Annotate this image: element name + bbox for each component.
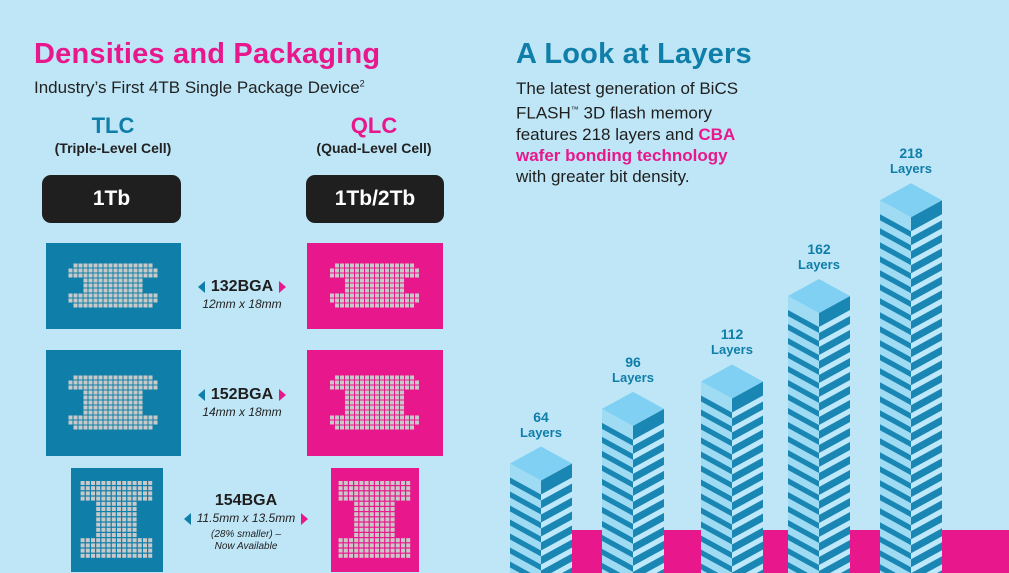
package-label-154bga: 154BGA 11.5mm x 13.5mm (28% smaller) – No… <box>166 492 326 553</box>
tower-label-96: 96 Layers <box>593 354 673 386</box>
tlc-name: TLC <box>91 113 135 138</box>
tower-112-layers <box>701 364 763 573</box>
tower-label-number: 162 <box>807 240 831 257</box>
arrow-right-icon <box>279 388 287 401</box>
tower-label-text: Layers <box>520 424 562 440</box>
tower-label-number: 218 <box>899 145 923 162</box>
arrow-left-icon <box>197 280 205 293</box>
qlc-full-name: (Quad-Level Cell) <box>316 140 432 156</box>
tower-label-112: 112 Layers <box>692 326 772 358</box>
tlc-full-name: (Triple-Level Cell) <box>54 140 172 156</box>
tower-label-number: 64 <box>533 408 549 425</box>
tower-label-text: Layers <box>612 369 654 385</box>
qlc-name: QLC <box>350 113 398 138</box>
tower-label-number: 112 <box>720 326 744 343</box>
tlc-152bga-chip-icon <box>46 350 181 456</box>
qlc-152bga-chip-icon <box>307 350 443 456</box>
tower-label-number: 96 <box>625 353 641 370</box>
layers-title: A Look at Layers <box>516 38 752 70</box>
tower-label-text: Layers <box>798 256 840 272</box>
qlc-density-badge: 1Tb/2Tb <box>306 175 444 223</box>
tlc-density-badge: 1Tb <box>42 175 181 223</box>
package-label-152bga: 152BGA 14mm x 18mm <box>172 386 312 419</box>
tower-label-218: 218 Layers <box>871 145 951 177</box>
densities-title: Densities and Packaging <box>34 38 381 70</box>
tower-162-layers <box>788 278 850 573</box>
package-note: (28% smaller) – Now Available <box>210 529 282 552</box>
subtitle-text: Industry’s First 4TB Single Package Devi… <box>34 78 360 97</box>
arrow-left-icon <box>197 388 205 401</box>
tower-96-layers <box>602 391 664 573</box>
tower-label-text: Layers <box>890 161 932 177</box>
package-name: 132BGA <box>172 278 312 296</box>
subtitle: Industry’s First 4TB Single Package Devi… <box>34 78 365 98</box>
tower-label-text: Layers <box>711 342 753 358</box>
arrow-right-icon <box>279 280 287 293</box>
tlc-132bga-chip-icon <box>46 243 181 329</box>
qlc-heading: QLC (Quad-Level Cell) <box>296 113 452 156</box>
package-label-132bga: 132BGA 12mm x 18mm <box>172 278 312 311</box>
subtitle-footnote: 2 <box>359 78 365 89</box>
package-dims: 12mm x 18mm <box>202 297 282 311</box>
arrow-left-icon <box>183 512 191 525</box>
tower-label-64: 64 Layers <box>501 409 581 441</box>
qlc-132bga-chip-icon <box>307 243 443 329</box>
package-name: 152BGA <box>172 386 312 404</box>
tlc-154bga-chip-icon <box>71 468 163 572</box>
tower-label-162: 162 Layers <box>779 241 859 273</box>
tlc-heading: TLC (Triple-Level Cell) <box>30 113 196 156</box>
tower-218-layers <box>880 183 942 573</box>
package-name: 154BGA <box>214 492 278 509</box>
package-dims: 14mm x 18mm <box>202 405 282 419</box>
package-dims: 11.5mm x 13.5mm <box>166 511 326 525</box>
arrow-right-icon <box>301 512 309 525</box>
tower-64-layers <box>510 446 572 573</box>
layers-description: The latest generation of BiCS FLASH™ 3D … <box>516 79 739 186</box>
qlc-154bga-chip-icon <box>331 468 419 572</box>
